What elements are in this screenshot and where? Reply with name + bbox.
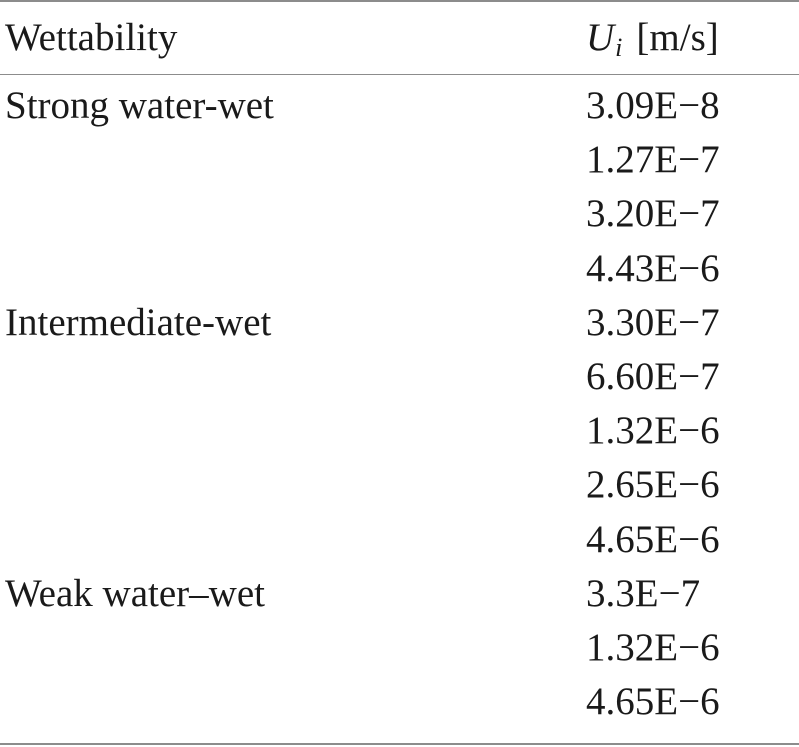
ui-cell: 4.65E−6 — [586, 517, 720, 561]
ui-cell: 4.43E−6 — [586, 246, 720, 290]
table-row: Intermediate-wet 3.30E−7 — [0, 299, 799, 353]
table-row: Weak water–wet 3.3E−7 — [0, 570, 799, 624]
table-row: 1.32E−6 — [0, 624, 799, 678]
ui-cell: 2.65E−6 — [586, 463, 720, 507]
wettability-cell: Intermediate-wet — [5, 300, 272, 344]
ui-cell: 3.09E−8 — [586, 84, 720, 127]
table-body: Strong water-wet 3.09E−8 1.27E−7 3.20E−7… — [0, 82, 799, 732]
header-wettability: Wettability — [5, 16, 178, 59]
header-rule — [0, 74, 799, 75]
table-row: 4.65E−6 — [0, 678, 799, 732]
header-ui-symbol: U — [586, 16, 615, 59]
top-rule — [0, 0, 799, 2]
table-row: 4.65E−6 — [0, 516, 799, 570]
header-ui: Ui [m/s] — [586, 14, 719, 72]
ui-cell: 1.27E−7 — [586, 138, 720, 182]
wettability-cell: Weak water–wet — [5, 571, 265, 615]
header-ui-subscript: i — [615, 33, 623, 62]
table-row: 6.60E−7 — [0, 353, 799, 407]
table-row: 1.32E−6 — [0, 407, 799, 461]
table-row: Strong water-wet 3.09E−8 — [0, 82, 799, 136]
table-row: 2.65E−6 — [0, 461, 799, 515]
ui-cell: 3.3E−7 — [586, 571, 701, 615]
table-row: 4.43E−6 — [0, 245, 799, 299]
ui-cell: 1.32E−6 — [586, 409, 720, 453]
header-ui-unit: [m/s] — [636, 16, 719, 59]
ui-cell: 6.60E−7 — [586, 354, 720, 398]
table-row: 3.20E−7 — [0, 190, 799, 244]
ui-cell: 1.32E−6 — [586, 625, 720, 669]
table-header-row: Wettability Ui [m/s] — [0, 0, 799, 74]
ui-cell: 4.65E−6 — [586, 680, 720, 724]
wettability-cell: Strong water-wet — [5, 84, 274, 127]
ui-cell: 3.30E−7 — [586, 300, 720, 344]
table-row: 1.27E−7 — [0, 136, 799, 190]
ui-cell: 3.20E−7 — [586, 192, 720, 236]
bottom-rule — [0, 743, 799, 745]
